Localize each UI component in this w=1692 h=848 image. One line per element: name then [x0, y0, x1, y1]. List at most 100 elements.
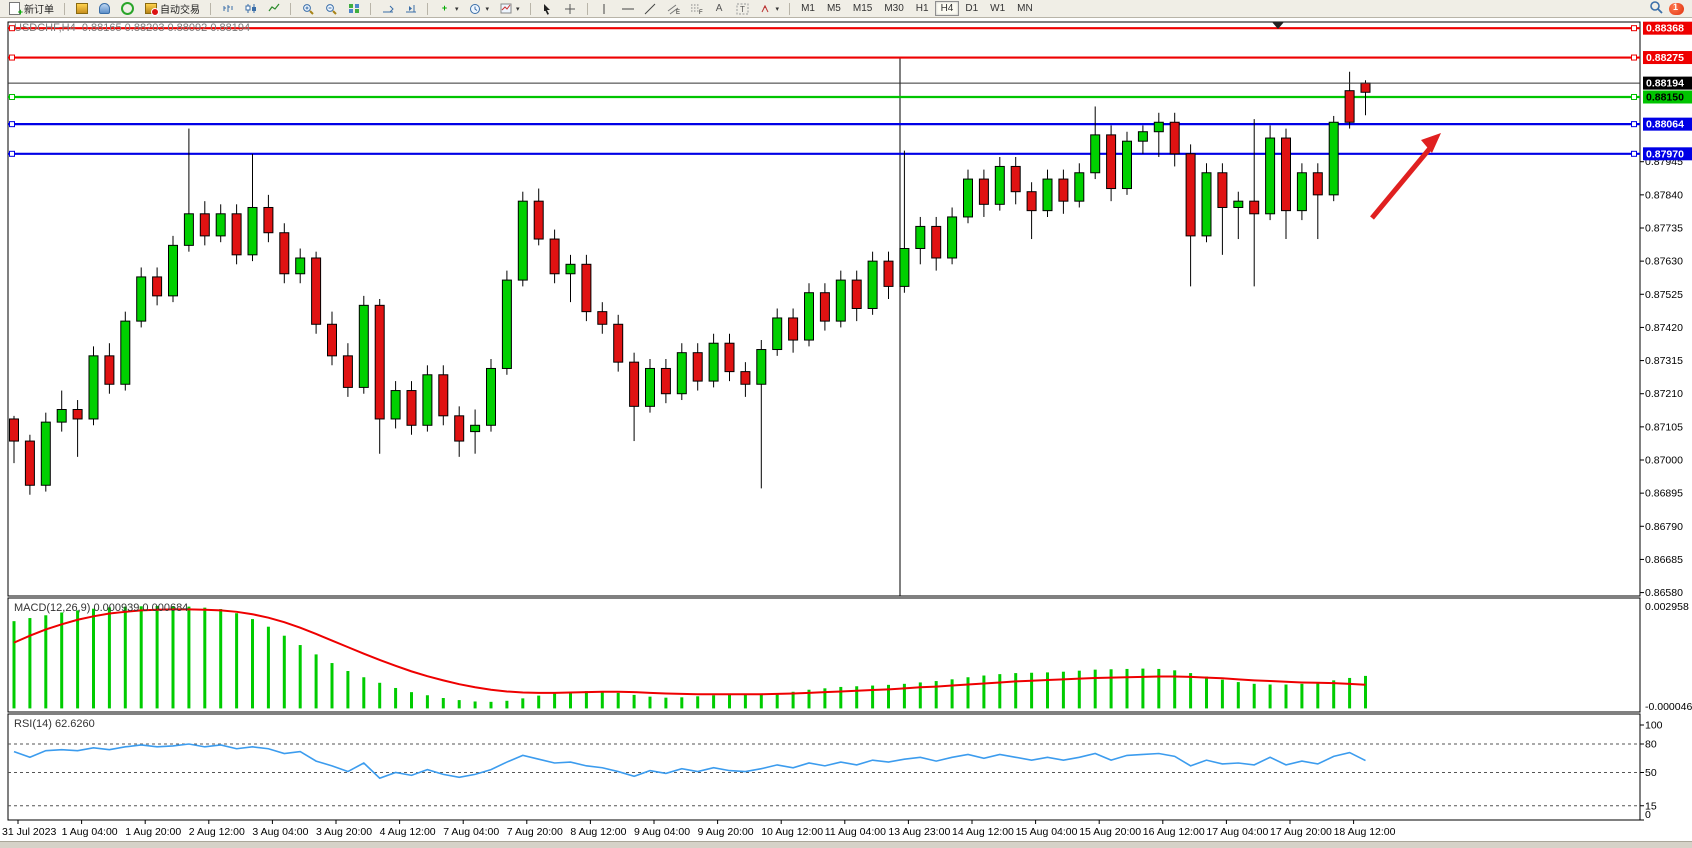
price-axis-label: 0.87420 [1645, 322, 1683, 334]
timeframe-m5[interactable]: M5 [826, 3, 841, 14]
macd-histogram-bar [28, 618, 32, 709]
macd-histogram-bar [60, 612, 64, 709]
new-order-button[interactable]: + 新订单 [3, 0, 59, 18]
line-chart-button[interactable] [262, 1, 285, 16]
auto-scroll-button[interactable] [376, 1, 399, 16]
svg-text:T: T [740, 5, 745, 14]
timeframe-m1[interactable]: M1 [801, 3, 815, 14]
candle-body [311, 257, 322, 325]
macd-signal-line [13, 608, 1366, 696]
zoom-in-icon [301, 3, 314, 15]
profiles-icon [98, 3, 111, 14]
candle-body [692, 352, 703, 382]
vertical-line-button[interactable] [593, 1, 616, 16]
rsi-line [13, 743, 1366, 780]
rsi-panel [7, 713, 1641, 821]
resistance-line-1-price-tag-text: 0.88368 [1646, 23, 1684, 35]
timeframe-h1[interactable]: H1 [915, 3, 929, 14]
candle-body [56, 409, 67, 423]
macd-histogram-bar [1109, 669, 1113, 709]
chart-canvas[interactable]: 0.879450.878400.877350.876300.875250.874… [0, 18, 1692, 842]
macd-histogram-bar [330, 663, 334, 709]
chevron-down-icon: ▾ [455, 5, 459, 13]
trendline-icon [644, 3, 657, 14]
toolbar-separator [210, 2, 211, 15]
periods-button[interactable]: ▾ [464, 1, 495, 16]
time-axis-label: 4 Aug 12:00 [380, 826, 436, 838]
candle-body [1360, 82, 1371, 93]
cursor-button[interactable] [536, 1, 559, 16]
bar-chart-icon [221, 3, 234, 14]
price-axis-label: 0.87210 [1645, 388, 1683, 400]
label-icon: T [736, 3, 749, 14]
macd-histogram-bar [1220, 679, 1224, 709]
bar-chart-button[interactable] [216, 1, 239, 16]
candle-body [470, 424, 481, 433]
candle-body [1026, 191, 1037, 212]
candle-body [390, 390, 401, 420]
time-axis-label: 13 Aug 23:00 [888, 826, 950, 838]
crosshair-button[interactable] [559, 1, 582, 16]
indicators-button[interactable]: + ▾ [433, 1, 464, 16]
candle-body [1185, 153, 1196, 237]
macd-histogram-bar [107, 607, 111, 709]
macd-histogram-bar [855, 686, 859, 709]
macd-histogram-bar [1030, 672, 1034, 709]
horizontal-line-button[interactable] [616, 1, 639, 16]
label-button[interactable]: T [731, 1, 754, 16]
candle-body [120, 320, 131, 385]
zoom-in-button[interactable] [296, 1, 319, 16]
line-handle-marker [1631, 94, 1637, 100]
profiles-button[interactable] [93, 1, 116, 16]
tile-windows-button[interactable] [342, 1, 365, 16]
chart-shift-button[interactable] [399, 1, 422, 16]
macd-histogram-bar [203, 607, 207, 709]
fibonacci-button[interactable]: F [685, 1, 708, 16]
text-button[interactable]: A [708, 1, 731, 16]
macd-histogram-bar [314, 654, 318, 709]
candle-body [247, 206, 258, 256]
search-icon[interactable] [1649, 0, 1663, 17]
timeframe-h4[interactable]: H4 [934, 1, 960, 16]
time-axis-label: 2 Aug 12:00 [189, 826, 245, 838]
notification-count: 1 [1673, 1, 1679, 12]
timeframe-mn[interactable]: MN [1017, 3, 1033, 14]
trendline-button[interactable] [639, 1, 662, 16]
candle-body [1281, 137, 1291, 212]
alerts-button[interactable] [116, 1, 139, 16]
rsi-axis-label: 80 [1645, 739, 1657, 751]
macd-histogram-bar [982, 675, 986, 709]
candlestick-button[interactable] [239, 1, 262, 16]
zoom-out-button[interactable] [319, 1, 342, 16]
support-line-blue-2-price-tag-text: 0.87970 [1646, 148, 1684, 160]
time-axis-label: 11 Aug 04:00 [825, 826, 886, 838]
arrows-button[interactable]: ▾ [754, 1, 785, 16]
templates-button[interactable]: ▾ [494, 1, 525, 16]
candle-body [454, 415, 465, 442]
price-axis-label: 0.87315 [1645, 355, 1683, 367]
macd-histogram-bar [1252, 683, 1256, 709]
macd-histogram-bar [266, 626, 270, 709]
charts-button[interactable] [70, 1, 93, 16]
candle-body [1169, 121, 1180, 155]
macd-scale-bottom: -0.000046 [1645, 701, 1692, 713]
candle-body [40, 421, 51, 486]
timeframe-m15[interactable]: M15 [852, 3, 873, 14]
candle-body [1122, 140, 1132, 190]
candle-body [327, 323, 337, 357]
timeframe-d1[interactable]: D1 [965, 3, 979, 14]
line-handle-marker [9, 94, 15, 100]
fibonacci-icon: F [690, 3, 703, 15]
autotrading-button[interactable]: 自动交易 [139, 0, 205, 18]
macd-histogram-bar [1173, 670, 1177, 709]
notifications-icon[interactable]: 1 [1669, 1, 1684, 15]
candle-body [629, 361, 640, 407]
line-handle-marker [9, 25, 15, 32]
timeframe-m30[interactable]: M30 [884, 3, 904, 14]
timeframe-w1[interactable]: W1 [990, 3, 1006, 14]
macd-histogram-bar [950, 679, 954, 709]
toolbar-separator [64, 2, 65, 15]
channel-button[interactable]: E [662, 1, 685, 16]
tile-windows-icon [347, 3, 360, 14]
candle-body [565, 263, 576, 275]
